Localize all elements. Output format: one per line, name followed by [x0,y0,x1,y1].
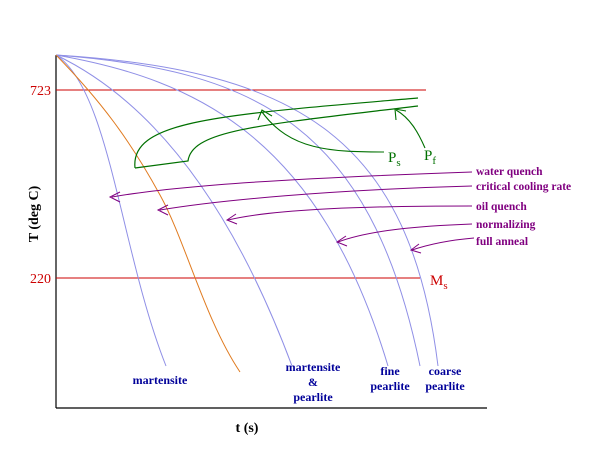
label-full-anneal: full anneal [476,236,528,248]
x-axis-label: t (s) [236,421,259,436]
critical-cooling-rate-curve [55,54,241,373]
y-axis-label: T (deg C) [27,185,42,242]
region-label-coarse-pearlite-1: coarse [429,364,462,378]
pf-label: Pf [424,148,436,167]
critical-cooling-arrow-head [156,204,169,216]
label-water-quench: water quench [476,166,543,178]
region-label-martensite-pearlite-2: & [308,375,318,389]
label-critical-cooling-rate: critical cooling rate [476,181,571,193]
full-anneal-arrow-head [409,243,422,254]
ms-label: Ms [430,273,448,292]
y-tick-220: 220 [30,272,51,287]
critical-cooling-arrow [159,185,473,211]
normalizing-arrow-head [335,235,348,247]
oil-quench-arrow-head [225,213,238,225]
normalizing-arrow [337,223,473,243]
pearlite-start-curve [134,97,419,169]
y-tick-723: 723 [30,84,51,99]
label-normalizing: normalizing [476,219,536,231]
cooling-curve-oil-quench [55,54,293,367]
ps-label: Ps [388,150,401,169]
region-label-martensite-pearlite-3: pearlite [293,390,333,404]
cooling-curve-full-anneal-a [55,54,421,367]
cooling-curve-normalizing [55,54,389,367]
water-quench-arrow-head [108,191,121,203]
region-label-martensite-pearlite-1: martensite [286,360,341,374]
ps-pointer-head [257,109,273,121]
region-label-fine-pearlite-1: fine [380,364,400,378]
full-anneal-arrow [411,237,475,251]
oil-quench-arrow [227,205,473,221]
label-oil-quench: oil quench [476,201,527,213]
pf-pointer [395,109,426,149]
region-label-martensite: martensite [133,373,188,387]
cooling-curve-full-anneal-b [55,54,439,367]
cooling-curve-water-quench [55,54,167,367]
pf-pointer-head [394,108,407,121]
region-label-fine-pearlite-2: pearlite [370,379,410,393]
water-quench-arrow [111,171,473,198]
pearlite-finish-curve [134,105,419,169]
ps-pointer [261,111,385,153]
region-label-coarse-pearlite-2: pearlite [425,379,465,393]
